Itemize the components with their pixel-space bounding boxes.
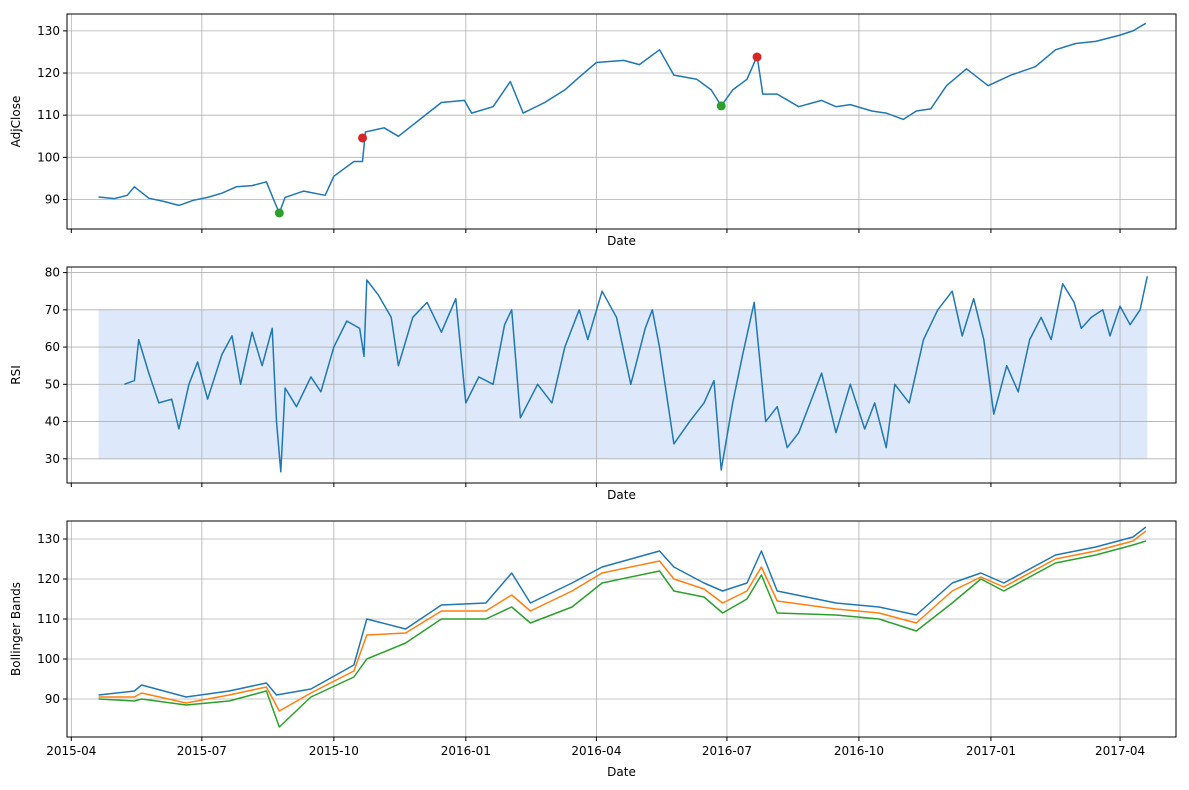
axes-frame	[66, 520, 1177, 738]
y-tick-label: 130	[37, 24, 60, 38]
y-tick-label: 30	[45, 452, 60, 466]
x-tick-label: 2017-01	[966, 744, 1016, 758]
x-tick-label: 2015-10	[309, 744, 359, 758]
x-tick-label: 2016-10	[834, 744, 884, 758]
series-line	[124, 276, 1149, 473]
y-tick-label: 120	[37, 572, 60, 586]
x-tick-label: 2017-04	[1095, 744, 1145, 758]
buy-signal-marker	[274, 208, 284, 218]
y-tick-label: 110	[37, 612, 60, 626]
y-tick-label: 70	[45, 303, 60, 317]
y-tick-label: 50	[45, 377, 60, 391]
x-axis-label: Date	[607, 488, 636, 502]
axes-frame	[66, 266, 1177, 484]
y-tick-label: 90	[45, 192, 60, 206]
buy-signal-marker	[716, 101, 726, 111]
x-axis-label: Date	[607, 234, 636, 248]
y-tick-label: 100	[37, 652, 60, 666]
series-line-middle	[98, 530, 1147, 712]
x-tick-label: 2016-04	[571, 744, 621, 758]
y-axis-label: RSI	[9, 365, 23, 385]
series-line	[98, 22, 1147, 214]
y-axis-label: Bollinger Bands	[9, 582, 23, 676]
x-tick-label: 2015-04	[46, 744, 96, 758]
y-tick-label: 130	[37, 532, 60, 546]
y-tick-label: 100	[37, 150, 60, 164]
y-tick-label: 90	[45, 692, 60, 706]
series-line-lower	[98, 540, 1147, 728]
y-tick-label: 80	[45, 266, 60, 280]
x-tick-label: 2016-07	[702, 744, 752, 758]
y-tick-label: 110	[37, 108, 60, 122]
sell-signal-marker	[752, 52, 762, 62]
y-axis-label: AdjClose	[9, 96, 23, 148]
panel-price: 90 100 110 120 130 Date AdjClose	[9, 13, 1177, 248]
panel-rsi: 30 40 50 60 70 80 Date RSI	[9, 266, 1177, 502]
y-tick-label: 60	[45, 340, 60, 354]
sell-signal-marker	[358, 133, 368, 143]
x-axis-label: Date	[607, 765, 636, 779]
x-tick-label: 2015-07	[177, 744, 227, 758]
series-line-upper	[98, 526, 1147, 698]
x-tick-label: 2016-01	[441, 744, 491, 758]
axes-frame	[66, 13, 1177, 230]
panel-bollinger: 90 100 110 120 130 2015-04 2015-07 2015-10 2016-…	[9, 520, 1177, 779]
y-tick-label: 120	[37, 66, 60, 80]
y-tick-label: 40	[45, 415, 60, 429]
